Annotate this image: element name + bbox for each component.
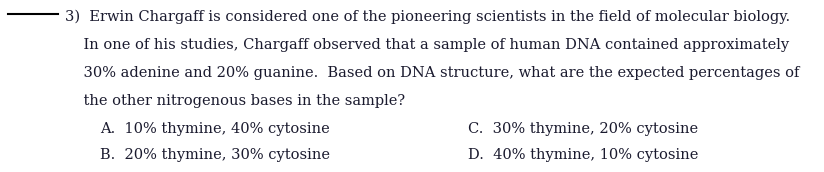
Text: A.  10% thymine, 40% cytosine: A. 10% thymine, 40% cytosine [100, 122, 330, 136]
Text: 3)  Erwin Chargaff is considered one of the pioneering scientists in the field o: 3) Erwin Chargaff is considered one of t… [65, 10, 790, 24]
Text: D.  40% thymine, 10% cytosine: D. 40% thymine, 10% cytosine [468, 148, 699, 162]
Text: the other nitrogenous bases in the sample?: the other nitrogenous bases in the sampl… [65, 94, 405, 108]
Text: In one of his studies, Chargaff observed that a sample of human DNA contained ap: In one of his studies, Chargaff observed… [65, 38, 789, 52]
Text: C.  30% thymine, 20% cytosine: C. 30% thymine, 20% cytosine [468, 122, 698, 136]
Text: 30% adenine and 20% guanine.  Based on DNA structure, what are the expected perc: 30% adenine and 20% guanine. Based on DN… [65, 66, 799, 80]
Text: B.  20% thymine, 30% cytosine: B. 20% thymine, 30% cytosine [100, 148, 330, 162]
